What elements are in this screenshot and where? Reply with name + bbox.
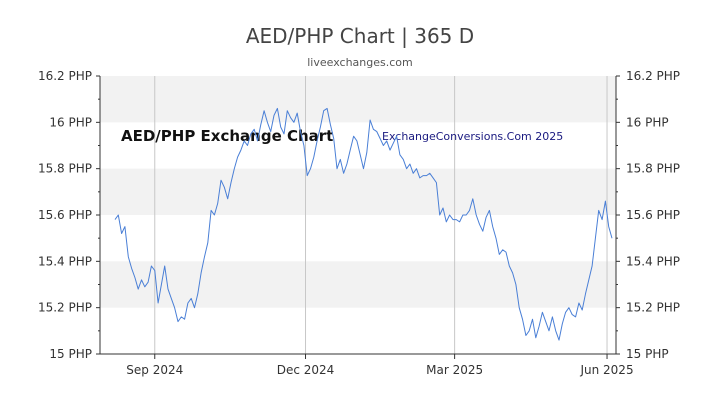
y-tick-label-right: 16.2 PHP <box>626 69 680 83</box>
background-band <box>100 261 616 308</box>
vertical-gridlines <box>154 76 608 354</box>
chart-watermark-right: ExchangeConversions.Com 2025 <box>382 130 563 143</box>
chart-title: AED/PHP Chart | 365 D <box>245 24 475 48</box>
y-tick-label-left: 15 PHP <box>49 347 92 361</box>
y-tick-label-left: 15.2 PHP <box>38 301 92 315</box>
x-tick-label: Mar 2025 <box>426 363 483 377</box>
x-axis-ticks: Sep 2024 Dec 2024 Mar 2025 Jun 2025 <box>126 354 634 377</box>
y-tick-label-left: 15.4 PHP <box>38 254 92 268</box>
series-line <box>114 107 613 341</box>
y-tick-label-left: 15.8 PHP <box>38 162 92 176</box>
y-axis-right-ticks: 16.2 PHP 16 PHP 15.8 PHP 15.6 PHP 15.4 PHP 15… <box>616 69 680 361</box>
background-band <box>100 76 616 123</box>
y-tick-label-right: 16 PHP <box>626 115 669 129</box>
x-tick-label: Sep 2024 <box>126 363 183 377</box>
y-axis-left-ticks: 16.2 PHP 16 PHP 15.8 PHP 15.6 PHP 15.4 PHP 15… <box>38 69 100 361</box>
x-tick-label: Dec 2024 <box>277 363 335 377</box>
y-tick-label-right: 15 PHP <box>626 347 669 361</box>
y-tick-label-left: 15.6 PHP <box>38 208 92 222</box>
y-tick-label-right: 15.4 PHP <box>626 254 680 268</box>
background-band <box>100 168 616 215</box>
chart-watermark-left: AED/PHP Exchange Chart <box>121 127 333 145</box>
x-tick-label: Jun 2025 <box>579 363 633 377</box>
y-tick-label-left: 16.2 PHP <box>38 69 92 83</box>
y-tick-label-right: 15.2 PHP <box>626 301 680 315</box>
series-group <box>114 107 613 341</box>
background-bands <box>100 76 616 308</box>
y-tick-label-right: 15.8 PHP <box>626 162 680 176</box>
chart-subtitle: liveexchanges.com <box>307 56 413 69</box>
y-tick-label-left: 16 PHP <box>49 115 92 129</box>
y-tick-label-right: 15.6 PHP <box>626 208 680 222</box>
